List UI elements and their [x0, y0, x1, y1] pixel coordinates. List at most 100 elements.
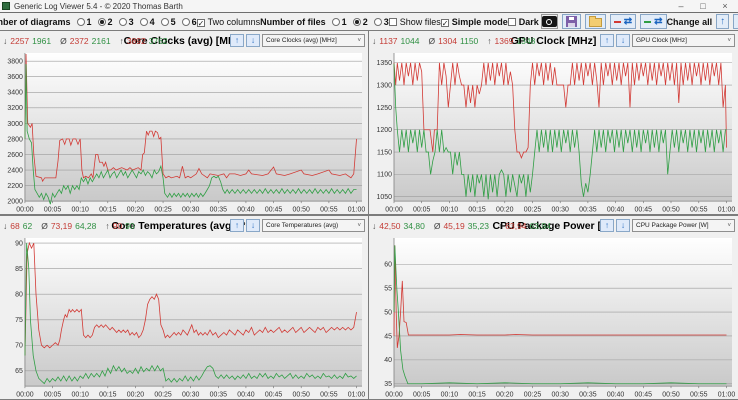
svg-text:00:55: 00:55	[690, 207, 708, 214]
svg-text:00:50: 00:50	[662, 392, 680, 399]
radio-icon	[118, 17, 127, 26]
svg-text:00:15: 00:15	[468, 207, 486, 214]
diagrams-radio-4[interactable]: 4	[134, 17, 155, 27]
cpu-package-power-chart[interactable]: 35 40 45 50 55 60 00:00 00:05 00:10 00:15 00:20 00:…	[369, 235, 738, 399]
max-icon: ↑	[105, 220, 110, 231]
max-icon: ↑	[487, 35, 492, 46]
svg-text:00:55: 00:55	[320, 392, 338, 399]
arrow-down-icon: ↓	[620, 220, 626, 231]
svg-text:00:55: 00:55	[320, 207, 338, 214]
move-down-button[interactable]: ↓	[616, 34, 630, 47]
svg-text:00:35: 00:35	[210, 392, 228, 399]
show-files-checkbox[interactable]: Show files	[388, 17, 441, 27]
metric-dropdown[interactable]: CPU Package Power [W] ˅	[632, 219, 735, 232]
diagrams-radio-3[interactable]: 3	[113, 17, 134, 27]
change-all-up-button[interactable]: ↑	[716, 14, 730, 29]
svg-text:00:45: 00:45	[265, 207, 283, 214]
svg-text:00:50: 00:50	[292, 207, 310, 214]
diagrams-radio-2[interactable]: 2	[92, 17, 113, 27]
two-columns-checkbox[interactable]: ✓ Two columns	[196, 16, 261, 28]
gpu-clock-chart[interactable]: 1050 1100 1150 1200 1250 1300 1350 00:00 00:05 00…	[369, 50, 738, 214]
svg-text:00:45: 00:45	[635, 207, 653, 214]
svg-text:00:25: 00:25	[154, 207, 172, 214]
files-radio-2[interactable]: 2	[347, 17, 368, 27]
svg-text:00:20: 00:20	[496, 207, 514, 214]
arrow-up-icon: ↑	[720, 15, 726, 27]
move-up-button[interactable]: ↑	[230, 34, 244, 47]
svg-text:00:15: 00:15	[99, 392, 117, 399]
svg-text:2800: 2800	[7, 136, 23, 143]
move-up-button[interactable]: ↑	[600, 219, 614, 232]
svg-text:00:30: 00:30	[551, 207, 569, 214]
radio-icon	[76, 17, 85, 26]
panel-gpu-clock: ↓ 1137 1044 Ø 1304 1150 ↑ 1369 1348 GPU Clock …	[369, 30, 738, 215]
min-icon: ↓	[3, 35, 8, 46]
svg-text:01:00: 01:00	[348, 392, 366, 399]
stats-cpu-package-power: ↓ 42,50 34,80 Ø 45,19 35,23 ↑ 63,94 63,94	[372, 220, 551, 231]
move-down-button[interactable]: ↓	[616, 219, 630, 232]
checkbox-unchecked-icon	[388, 17, 397, 26]
svg-text:75: 75	[15, 317, 23, 324]
svg-text:00:00: 00:00	[385, 207, 403, 214]
folder-icon	[588, 16, 602, 27]
arrow-down-icon: ↓	[250, 35, 256, 46]
move-up-button[interactable]: ↑	[230, 219, 244, 232]
svg-text:3600: 3600	[7, 74, 23, 81]
reload-file2-button[interactable]: ⇄	[640, 14, 667, 29]
open-folder-button[interactable]	[584, 14, 606, 29]
file2-color-icon	[644, 20, 652, 23]
max-icon: ↑	[498, 220, 503, 231]
diagrams-radio-6[interactable]: 6	[176, 17, 197, 27]
move-down-button[interactable]: ↓	[246, 34, 260, 47]
svg-text:00:05: 00:05	[413, 392, 431, 399]
diagrams-radio-1[interactable]: 1	[71, 17, 92, 27]
file1-color-icon	[613, 20, 621, 23]
save-button[interactable]	[561, 14, 581, 29]
panel-header: ↓ 42,50 34,80 Ø 45,19 35,23 ↑ 63,94 63,94 CPU …	[369, 216, 738, 235]
svg-text:00:10: 00:10	[71, 207, 89, 214]
svg-text:2600: 2600	[7, 152, 23, 159]
files-radio-1[interactable]: 1	[326, 17, 347, 27]
metric-dropdown[interactable]: GPU Clock [MHz] ˅	[632, 34, 735, 47]
svg-text:00:35: 00:35	[210, 207, 228, 214]
files-radio-3[interactable]: 3	[368, 17, 389, 27]
svg-text:00:00: 00:00	[16, 392, 34, 399]
minimize-button[interactable]: –	[678, 1, 684, 11]
svg-text:00:05: 00:05	[413, 207, 431, 214]
min-icon: ↓	[372, 35, 377, 46]
save-icon	[565, 16, 577, 27]
diagrams-radio-5[interactable]: 5	[155, 17, 176, 27]
metric-dropdown[interactable]: Core Temperatures (avg) ˅	[262, 219, 365, 232]
title-bar: Generic Log Viewer 5.4 - © 2020 Thomas B…	[0, 0, 738, 13]
reload-file1-button[interactable]: ⇄	[609, 14, 637, 29]
maximize-button[interactable]: □	[700, 1, 706, 11]
panel-header: ↓ 68 62 Ø 73,19 64,28 ↑ 90 90 Core Temperature…	[0, 216, 368, 235]
svg-text:45: 45	[384, 333, 392, 340]
svg-text:00:40: 00:40	[607, 392, 625, 399]
svg-text:2400: 2400	[7, 167, 23, 174]
svg-text:00:35: 00:35	[579, 207, 597, 214]
svg-text:00:35: 00:35	[579, 392, 597, 399]
checkbox-unchecked-icon	[507, 17, 516, 26]
core-clocks-chart[interactable]: 2000 2200 2400 2600 2800 3000 3200 3400 3600 3800…	[0, 50, 368, 214]
close-button[interactable]: ×	[722, 1, 728, 11]
stats-gpu-clock: ↓ 1137 1044 Ø 1304 1150 ↑ 1369 1348	[372, 35, 536, 46]
screenshot-button[interactable]	[540, 14, 558, 29]
svg-text:00:20: 00:20	[127, 392, 145, 399]
dark-checkbox[interactable]: Dark	[507, 17, 539, 27]
panel-header: ↓ 1137 1044 Ø 1304 1150 ↑ 1369 1348 GPU Clock …	[369, 31, 738, 50]
move-up-button[interactable]: ↑	[600, 34, 614, 47]
metric-dropdown[interactable]: Core Clocks (avg) [MHz] ˅	[262, 34, 365, 47]
svg-text:3800: 3800	[7, 59, 23, 66]
svg-text:01:00: 01:00	[718, 392, 736, 399]
change-all-down-button[interactable]: ↓	[733, 14, 738, 29]
refresh-icon: ⇄	[654, 15, 663, 27]
svg-text:00:20: 00:20	[496, 392, 514, 399]
move-down-button[interactable]: ↓	[246, 219, 260, 232]
svg-text:00:30: 00:30	[182, 392, 200, 399]
simple-mode-checkbox[interactable]: ✓ Simple mode	[440, 16, 508, 28]
core-temperatures-chart[interactable]: 65 70 75 80 85 90 00:00 00:05 00:10 00:15 00:20 00:…	[0, 235, 368, 399]
svg-text:55: 55	[384, 286, 392, 293]
arrow-down-icon: ↓	[250, 220, 256, 231]
avg-icon: Ø	[41, 220, 48, 231]
